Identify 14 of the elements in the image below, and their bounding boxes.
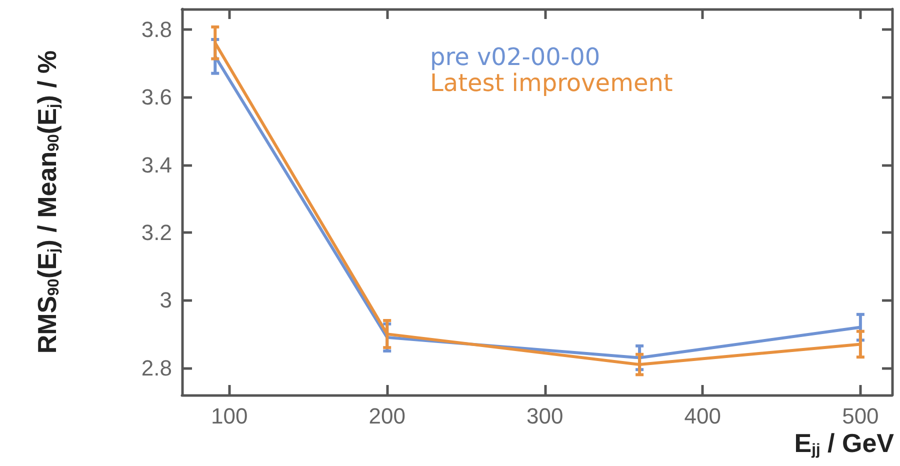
y-tick-label: 2.8: [141, 355, 172, 380]
x-tick-label: 500: [842, 404, 879, 428]
x-tick-label: 400: [684, 404, 722, 428]
text: RMS90(Ej) / Mean90(Ej) / %: [32, 50, 62, 354]
y-tick-label: 3.4: [141, 152, 172, 178]
y-tick-label: 3: [160, 288, 172, 313]
text: Latest improvement: [430, 69, 673, 97]
x-tick-label: 200: [368, 404, 406, 428]
y-tick-label: 3.2: [141, 220, 172, 245]
x-tick-label: 100: [210, 404, 248, 428]
y-tick-label: 3.6: [141, 84, 172, 110]
text: pre v02-00-00: [430, 43, 600, 71]
x-tick-label: 300: [526, 404, 564, 428]
y-tick-label: 3.8: [141, 16, 172, 42]
